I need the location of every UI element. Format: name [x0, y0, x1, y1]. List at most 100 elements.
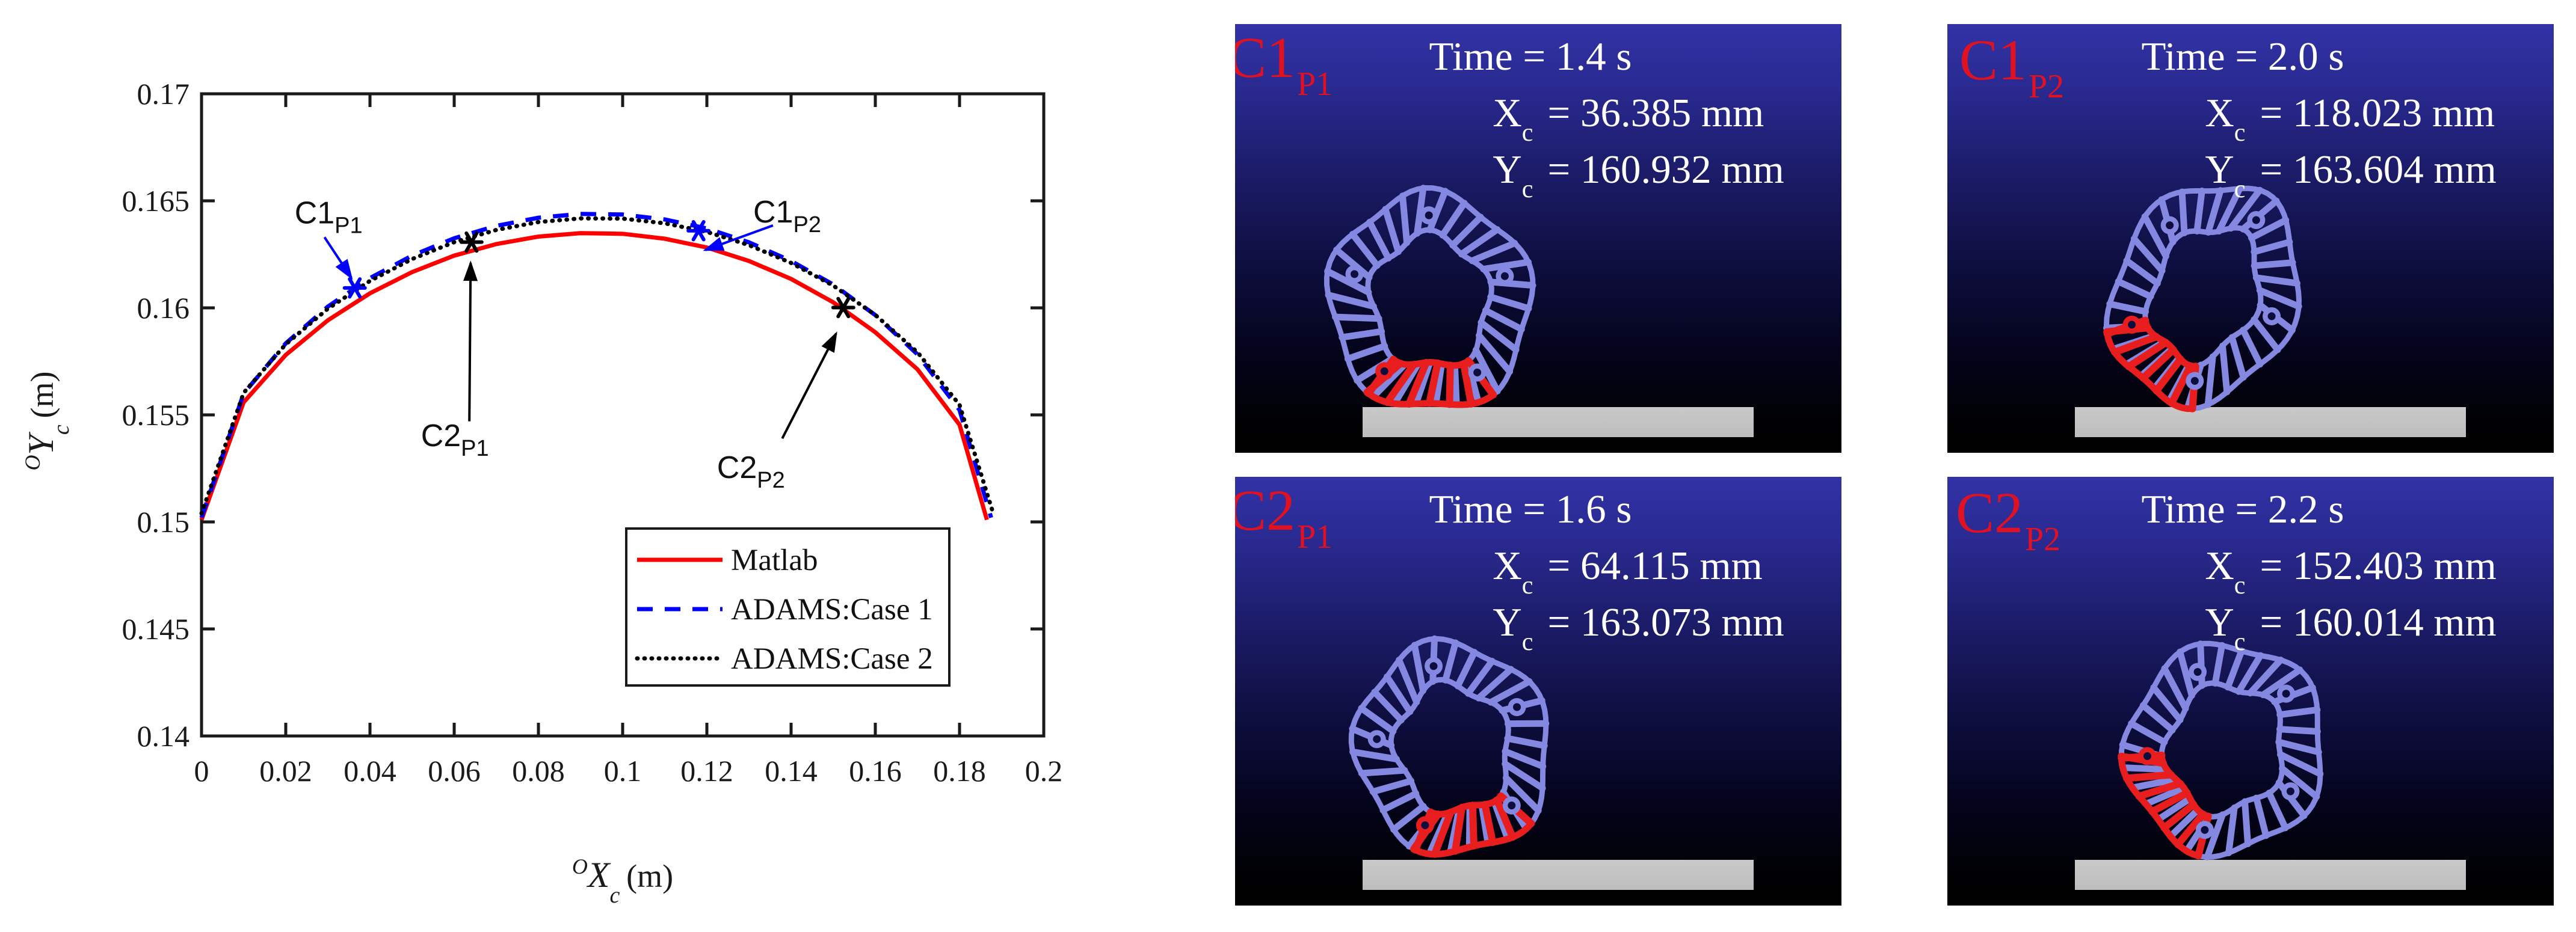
red-rung — [2152, 355, 2184, 394]
wheel-rung — [2128, 720, 2168, 746]
series-line-matlab — [199, 231, 989, 521]
panel-label: C2P2 — [1956, 484, 2060, 557]
wheel-rung — [2235, 652, 2264, 695]
series-line-adams-case-2 — [199, 216, 996, 516]
wheel-rung — [1382, 206, 1402, 256]
wheel-rung — [1472, 346, 1501, 394]
wheel-rung — [2193, 188, 2205, 235]
red-segment-inner — [2142, 317, 2199, 370]
red-rung — [2135, 780, 2184, 800]
wheel-rung — [2129, 776, 2180, 791]
annotation-label: C2P2 — [717, 450, 785, 493]
annotation-label: C2P1 — [421, 418, 489, 461]
wheel-rung — [1487, 293, 1532, 312]
wheel-rung — [1332, 313, 1382, 322]
wheel-rung — [1339, 328, 1385, 341]
wheel-rung — [2119, 764, 2171, 773]
wheel-rung — [2248, 216, 2290, 242]
wheel-rung — [2241, 798, 2252, 847]
wheel-rung — [2177, 648, 2195, 699]
x-tick-label: 0.18 — [933, 754, 986, 788]
marker-stroke — [836, 296, 851, 319]
panel-label: C2P1 — [1235, 482, 1333, 554]
wheel-rung — [2251, 239, 2293, 256]
marker-c2p1 — [459, 231, 484, 253]
red-rung — [2148, 789, 2191, 815]
wheel-rung — [2276, 726, 2321, 735]
wheel-rung — [2251, 259, 2296, 269]
wheel-rung — [1451, 362, 1460, 408]
wheel-rung — [1502, 774, 1542, 814]
wheel-rung — [2115, 278, 2154, 300]
panel-label-sub: P1 — [1297, 66, 1333, 103]
wheel-rung — [2205, 187, 2224, 236]
wheel-rung — [2251, 316, 2281, 354]
wheel-rung — [1333, 247, 1373, 281]
x-tick-label: 0.1 — [604, 754, 642, 788]
joint-hole — [1350, 270, 1358, 278]
wheel-rung — [1482, 307, 1525, 333]
y-tick-label: 0.155 — [122, 398, 190, 432]
annotation-arrow — [781, 331, 837, 440]
wheel-rung — [2252, 274, 2300, 287]
red-rung — [1431, 808, 1455, 858]
red-rung — [2125, 339, 2170, 370]
marker-c2p2 — [831, 296, 855, 319]
wheel-rung — [2204, 811, 2226, 860]
wheel-rung — [1379, 790, 1420, 814]
wheel-rung — [1391, 360, 1422, 407]
wheel-group — [2118, 640, 2324, 860]
wheel-rung — [1487, 678, 1533, 706]
wheel-group — [1348, 635, 1550, 858]
x-tick-label: 0 — [194, 754, 209, 788]
annotation-arrow — [703, 224, 774, 251]
joint-hole — [2201, 826, 2209, 834]
x-tick-label: 0.06 — [428, 754, 481, 788]
wheel-rung — [2246, 657, 2284, 697]
wheel-rung — [2253, 794, 2270, 839]
wheel-rung — [1442, 639, 1459, 684]
wheel-rung — [2211, 642, 2225, 687]
wheel-mechanism — [1348, 635, 1550, 858]
sim-panel-c2p2: C2P2 Time = 2.2 s Xc = 152.403 mm Yc = 160… — [1947, 477, 2554, 906]
x-tick-label: 0.2 — [1025, 754, 1063, 788]
y-tick-label: 0.14 — [137, 719, 190, 753]
wheel-rung — [1413, 359, 1434, 408]
wheel-rung — [1358, 767, 1408, 777]
sim-panel-c2p1: C2P1 Time = 1.6 s Xc = 64.115 mm Yc = 163.… — [1235, 477, 1841, 906]
wheel-rung — [1411, 642, 1427, 694]
wheel-rung — [2227, 186, 2263, 232]
wheel-rung — [1390, 803, 1427, 833]
wheel-rung — [1354, 355, 1396, 384]
wheel-rung — [1480, 259, 1532, 273]
joint-hole — [2267, 312, 2276, 320]
panel-label-main: C2 — [1235, 478, 1296, 542]
wheel-rung — [2139, 702, 2176, 734]
red-rung — [1493, 796, 1517, 841]
wheel-rung — [1349, 748, 1400, 762]
wheel-rung — [1384, 673, 1414, 716]
red-rung — [1425, 359, 1441, 407]
red-rung — [1481, 801, 1497, 846]
wheel-rung — [2167, 806, 2201, 840]
wheel-rung — [1344, 343, 1388, 363]
wheel-rung — [1366, 218, 1392, 262]
joint-hole — [1429, 662, 1438, 670]
wheel-rung — [2240, 327, 2264, 368]
wheel-rung — [1502, 760, 1546, 792]
y-tick-label: 0.145 — [122, 612, 190, 646]
annotation-arrow — [463, 260, 478, 422]
wheel-rung — [2161, 665, 2189, 712]
y-tick-label: 0.15 — [137, 505, 190, 539]
joint-hole — [1425, 211, 1433, 219]
wheel-rung — [2219, 342, 2231, 396]
y-tick-label: 0.16 — [137, 291, 190, 325]
x-tick-label: 0.04 — [344, 754, 396, 788]
wheel-mechanism — [2118, 640, 2324, 860]
x-tick-label: 0.14 — [765, 754, 818, 788]
wheel-rung — [1370, 361, 1408, 400]
wheel-rung — [1371, 688, 1405, 724]
wheel-rung — [2276, 707, 2321, 719]
wheel-mechanism — [2103, 185, 2302, 412]
